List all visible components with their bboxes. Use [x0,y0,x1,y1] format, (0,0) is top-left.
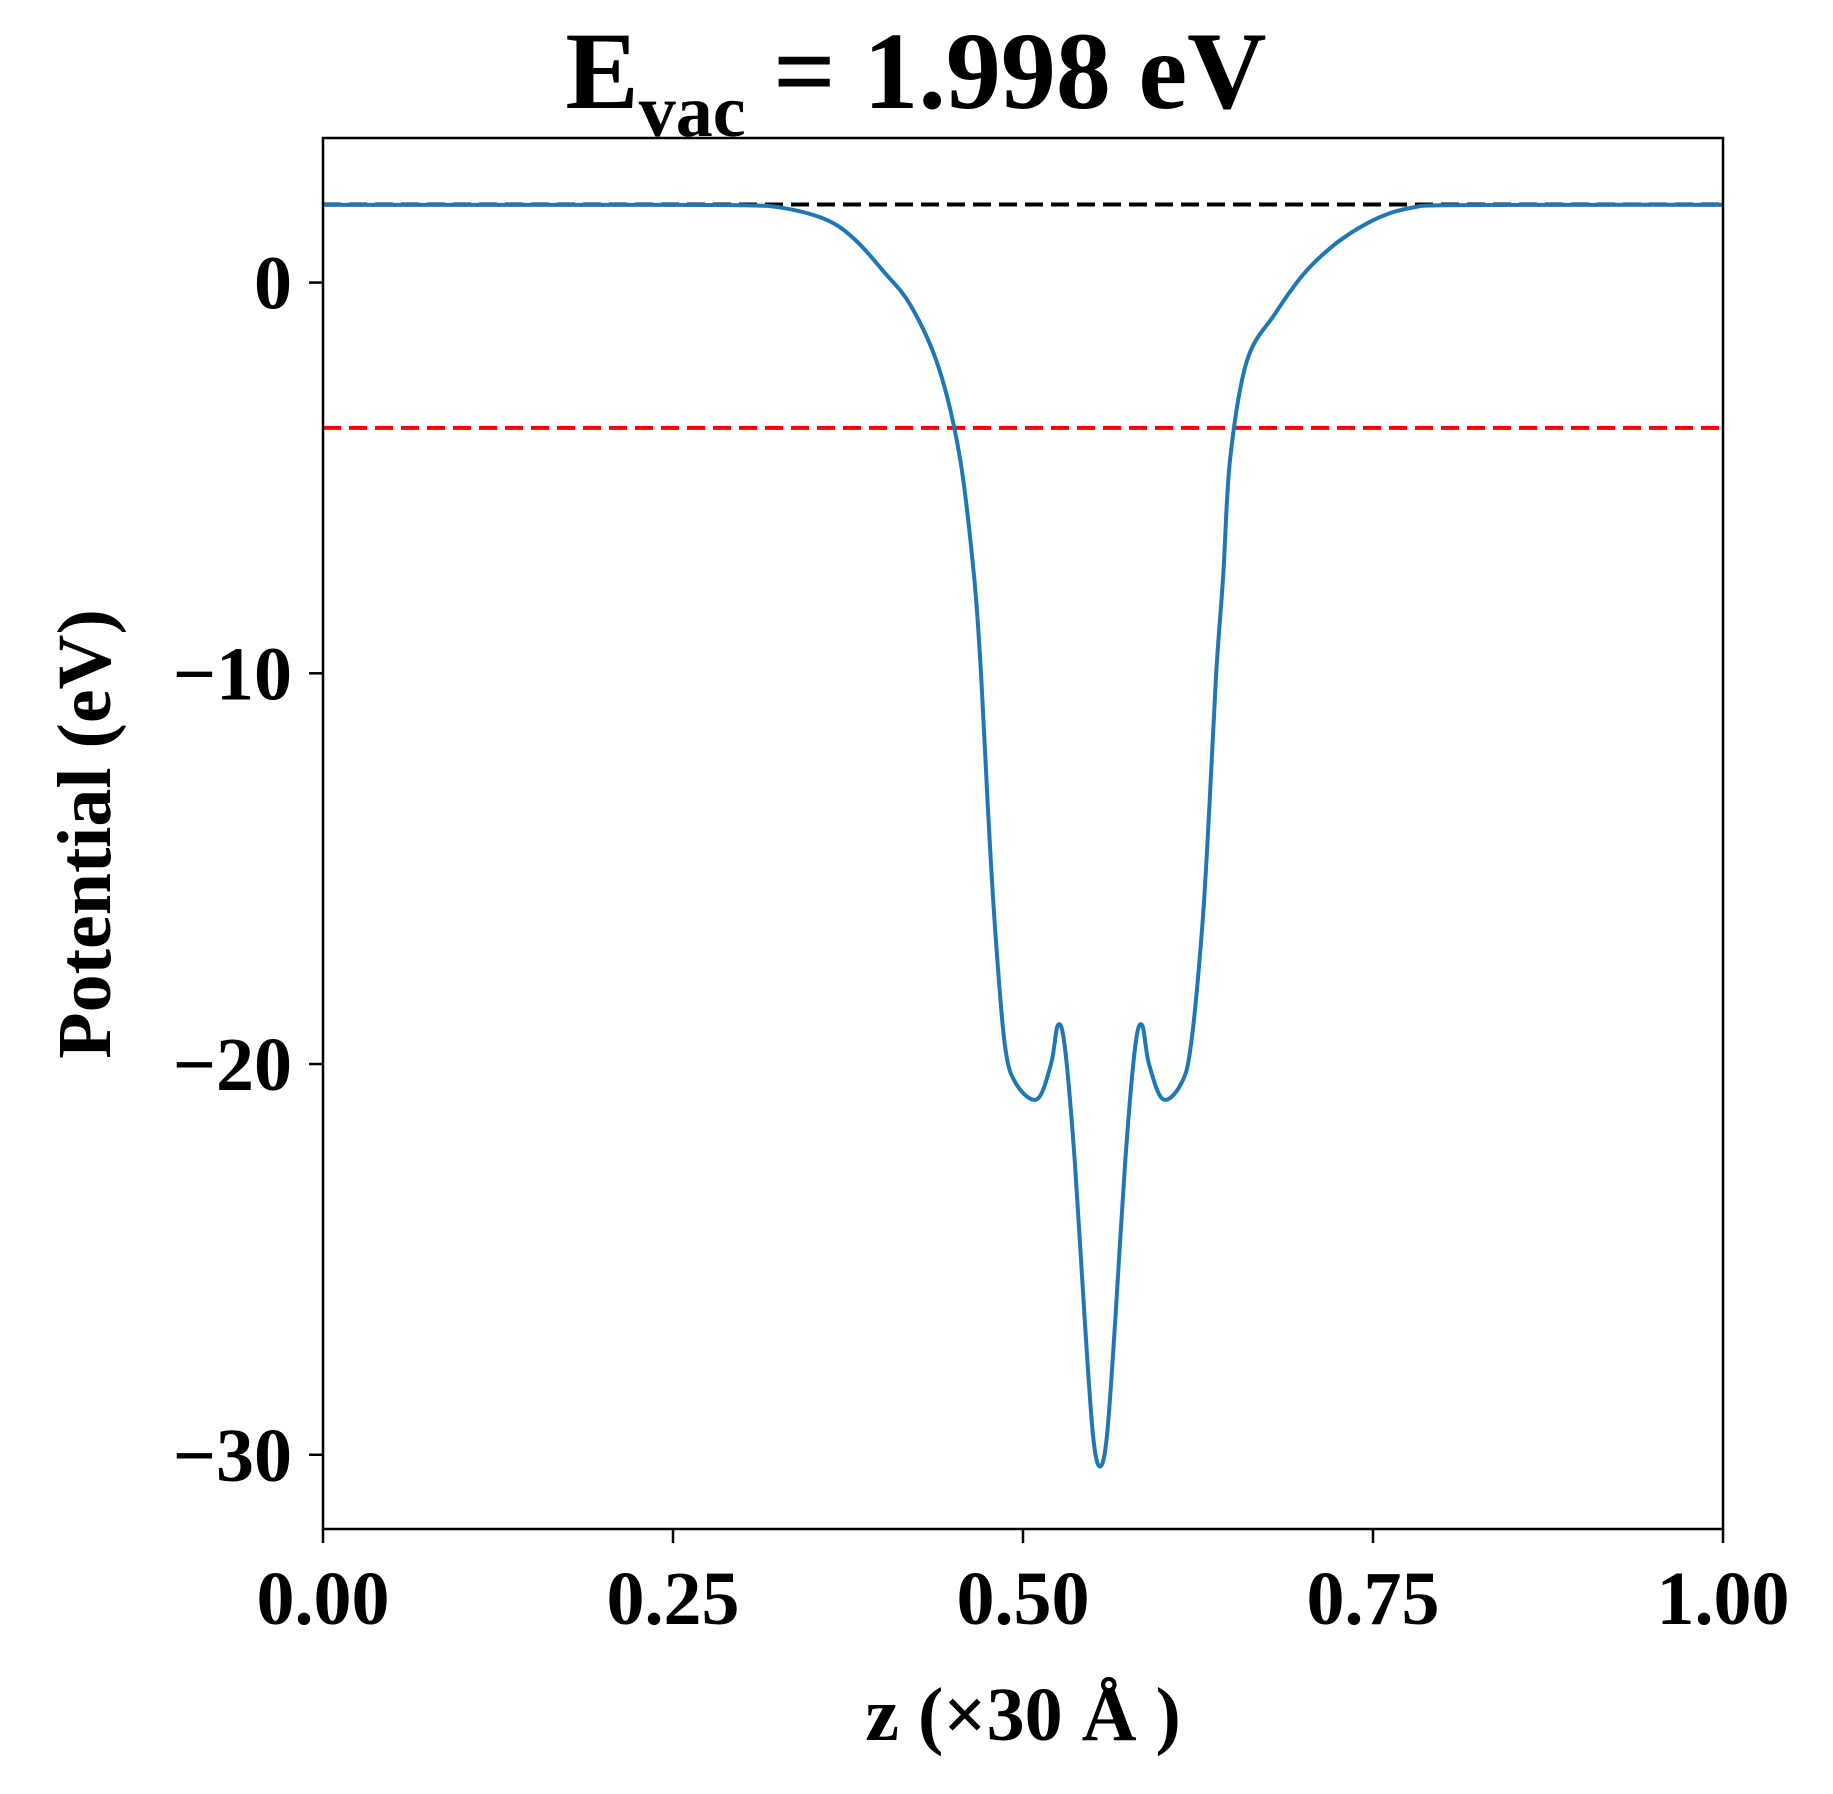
chart-title: Evac = 1.998 eV [565,10,1266,153]
x-axis-ticks: 0.00 0.25 0.50 0.75 1.00 [257,1529,1790,1641]
y-tick-label: −10 [173,632,292,716]
y-axis-ticks: 0 −10 −20 −30 [173,242,323,1498]
y-tick-label: −30 [173,1414,292,1498]
axes-frame [321,136,1725,1531]
y-tick-label: 0 [254,242,292,326]
series-layer [322,202,1724,1469]
reference-lines [323,202,1723,430]
x-tick-label: 0.50 [957,1557,1090,1641]
x-tick-label: 1.00 [1657,1557,1790,1641]
y-tick-label: −20 [173,1023,292,1107]
x-tick-label: 0.75 [1307,1557,1440,1641]
y-axis-label: Potential (eV) [43,609,127,1059]
x-axis-label: z (×30 Å ) [865,1673,1181,1757]
x-tick-label: 0.25 [607,1557,740,1641]
series-line-0 [322,202,1724,1469]
x-tick-label: 0.00 [257,1557,390,1641]
